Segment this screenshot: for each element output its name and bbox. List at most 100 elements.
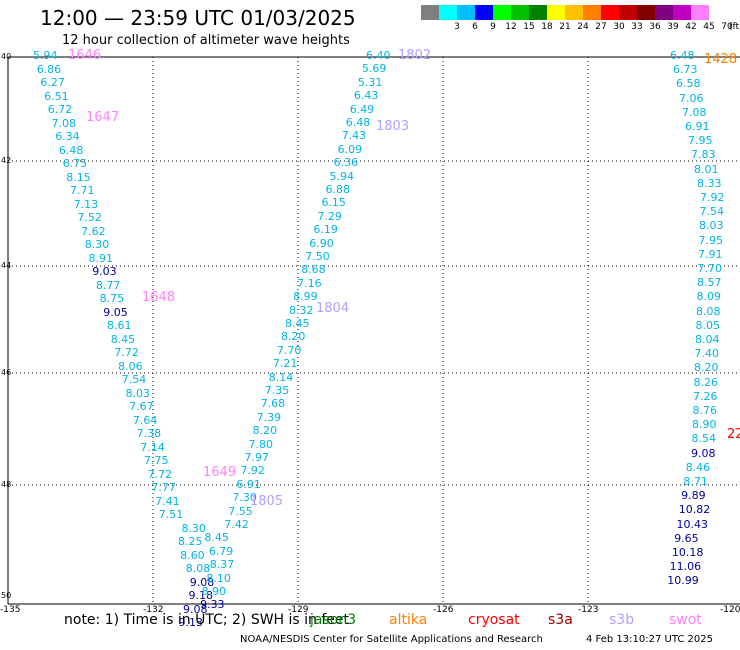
track3-value: 8.26 [693, 375, 719, 389]
legend-bin-label: 15 [523, 22, 535, 32]
track1-value: 7.72 [114, 346, 139, 359]
legend-bin-label: 30 [613, 22, 625, 32]
track2-value: 6.90 [309, 236, 334, 250]
track1-value: 8.08 [185, 562, 211, 575]
legend-swatch [421, 5, 439, 20]
track2-value: 8.99 [293, 290, 318, 304]
track1-value: 7.08 [51, 116, 77, 130]
x-tick-label: -129 [288, 605, 309, 615]
y-tick-label: 44 [1, 261, 12, 270]
track3-value: 7.26 [693, 389, 718, 403]
track1-value: 9.03 [92, 265, 117, 278]
track1-value: 7.77 [151, 481, 176, 494]
legend-bin-label: 24 [577, 22, 589, 32]
track3-value: 8.05 [695, 318, 721, 332]
y-tick-label: 40 [1, 52, 12, 61]
track2-value: 6.91 [236, 477, 261, 491]
track2-value: 6.43 [353, 89, 379, 103]
track3-value: 9.65 [674, 531, 699, 545]
legend-swatch [709, 5, 727, 20]
track3-value: 8.90 [692, 418, 717, 432]
track1-value: 7.62 [81, 224, 106, 238]
legend-bin-label: 33 [631, 22, 643, 32]
track3-value: 7.06 [679, 91, 704, 105]
track2-value: 6.15 [321, 196, 346, 210]
track1-value: 9.13 [178, 616, 204, 629]
track3-value: 9.08 [691, 446, 716, 460]
track1-value: 8.03 [125, 386, 151, 400]
track1-value: 7.41 [155, 494, 180, 508]
y-tick-label: 50 [1, 591, 12, 600]
x-tick-label: -132 [143, 605, 164, 615]
pass-label: 1802 [398, 48, 432, 63]
track2-value: 7.50 [305, 250, 330, 263]
track2-value: 8.10 [206, 571, 231, 585]
track2-value: 8.45 [285, 317, 310, 330]
track1-value: 7.52 [77, 211, 102, 224]
track3-value: 7.91 [698, 247, 723, 261]
track2-value: 7.80 [248, 437, 274, 451]
track2-value: 7.97 [244, 451, 270, 464]
track1-value: 8.15 [66, 170, 91, 184]
legend-bin-label: 6 [472, 22, 478, 32]
pass-label: 1647 [86, 110, 120, 125]
legend-swot: swot [669, 612, 702, 628]
legend-altika: altika [389, 612, 428, 628]
track2-value: 8.20 [252, 424, 278, 438]
legend-swatch [691, 5, 709, 20]
track1-value: 9.05 [103, 305, 128, 319]
pass-label: 1805 [250, 494, 284, 509]
track3-value: 6.73 [673, 63, 698, 77]
track1-value: 9.18 [188, 589, 213, 602]
track2-value: 7.68 [260, 397, 286, 411]
track2-value: 6.79 [208, 544, 234, 558]
track3-value: 10.43 [676, 517, 709, 531]
track1-value: 7.51 [158, 508, 184, 521]
track1-value: 8.30 [84, 238, 110, 251]
track1-value: 6.75 [62, 157, 88, 170]
track1-value: 8.75 [99, 292, 125, 305]
x-tick-label: -126 [433, 605, 454, 615]
track1-value: 7.67 [129, 400, 154, 413]
track2-value: 8.90 [201, 585, 227, 598]
y-tick-label: 46 [1, 368, 12, 377]
track3-value: 8.01 [694, 162, 719, 176]
pass-label: 1646 [68, 48, 102, 63]
track2-value: 7.39 [256, 410, 282, 424]
track1-value: 8.45 [110, 332, 136, 346]
track2-value: 6.19 [313, 223, 338, 237]
pass-label: 1803 [376, 119, 410, 134]
track2-value: 8.32 [289, 303, 314, 317]
track2-value: 7.30 [232, 491, 257, 505]
track1-value: 7.14 [140, 440, 165, 454]
legend-jason3: jason3 [310, 612, 357, 628]
map-title: 12:00 — 23:59 UTC 01/03/2025 [40, 6, 356, 30]
legend-swatch [655, 5, 673, 20]
legend-bin-label: 3 [454, 22, 460, 32]
track2-value: 6.36 [333, 156, 359, 170]
track3-value: 8.46 [685, 460, 711, 474]
generated-timestamp: 4 Feb 13:10:27 UTC 2025 [586, 634, 713, 645]
legend-unit: (ft) [729, 22, 740, 32]
track3-value: 8.08 [696, 304, 721, 318]
track3-value: 7.70 [697, 262, 723, 275]
legend-bin-label: 27 [595, 22, 607, 32]
track2-value: 7.55 [228, 504, 253, 518]
track2-value: 5.31 [357, 75, 383, 89]
track3-value: 7.08 [682, 105, 707, 119]
legend-bin-label: 12 [505, 22, 517, 32]
track1-value: 7.54 [121, 373, 147, 386]
track2-value: 6.40 [366, 49, 391, 62]
x-tick-label: -120 [720, 605, 740, 615]
track1-value: 8.77 [95, 278, 121, 292]
legend-swatch [673, 5, 691, 20]
map-subtitle: 12 hour collection of altimeter wave hei… [62, 33, 350, 48]
track1-value: 6.34 [55, 130, 80, 143]
track1-value: 6.72 [47, 103, 73, 116]
track3-value: 8.20 [694, 361, 719, 375]
track2-value: 7.92 [240, 464, 265, 478]
legend-swatch [601, 5, 619, 20]
legend-swatch [619, 5, 637, 20]
track1-value: 9.08 [189, 575, 215, 589]
